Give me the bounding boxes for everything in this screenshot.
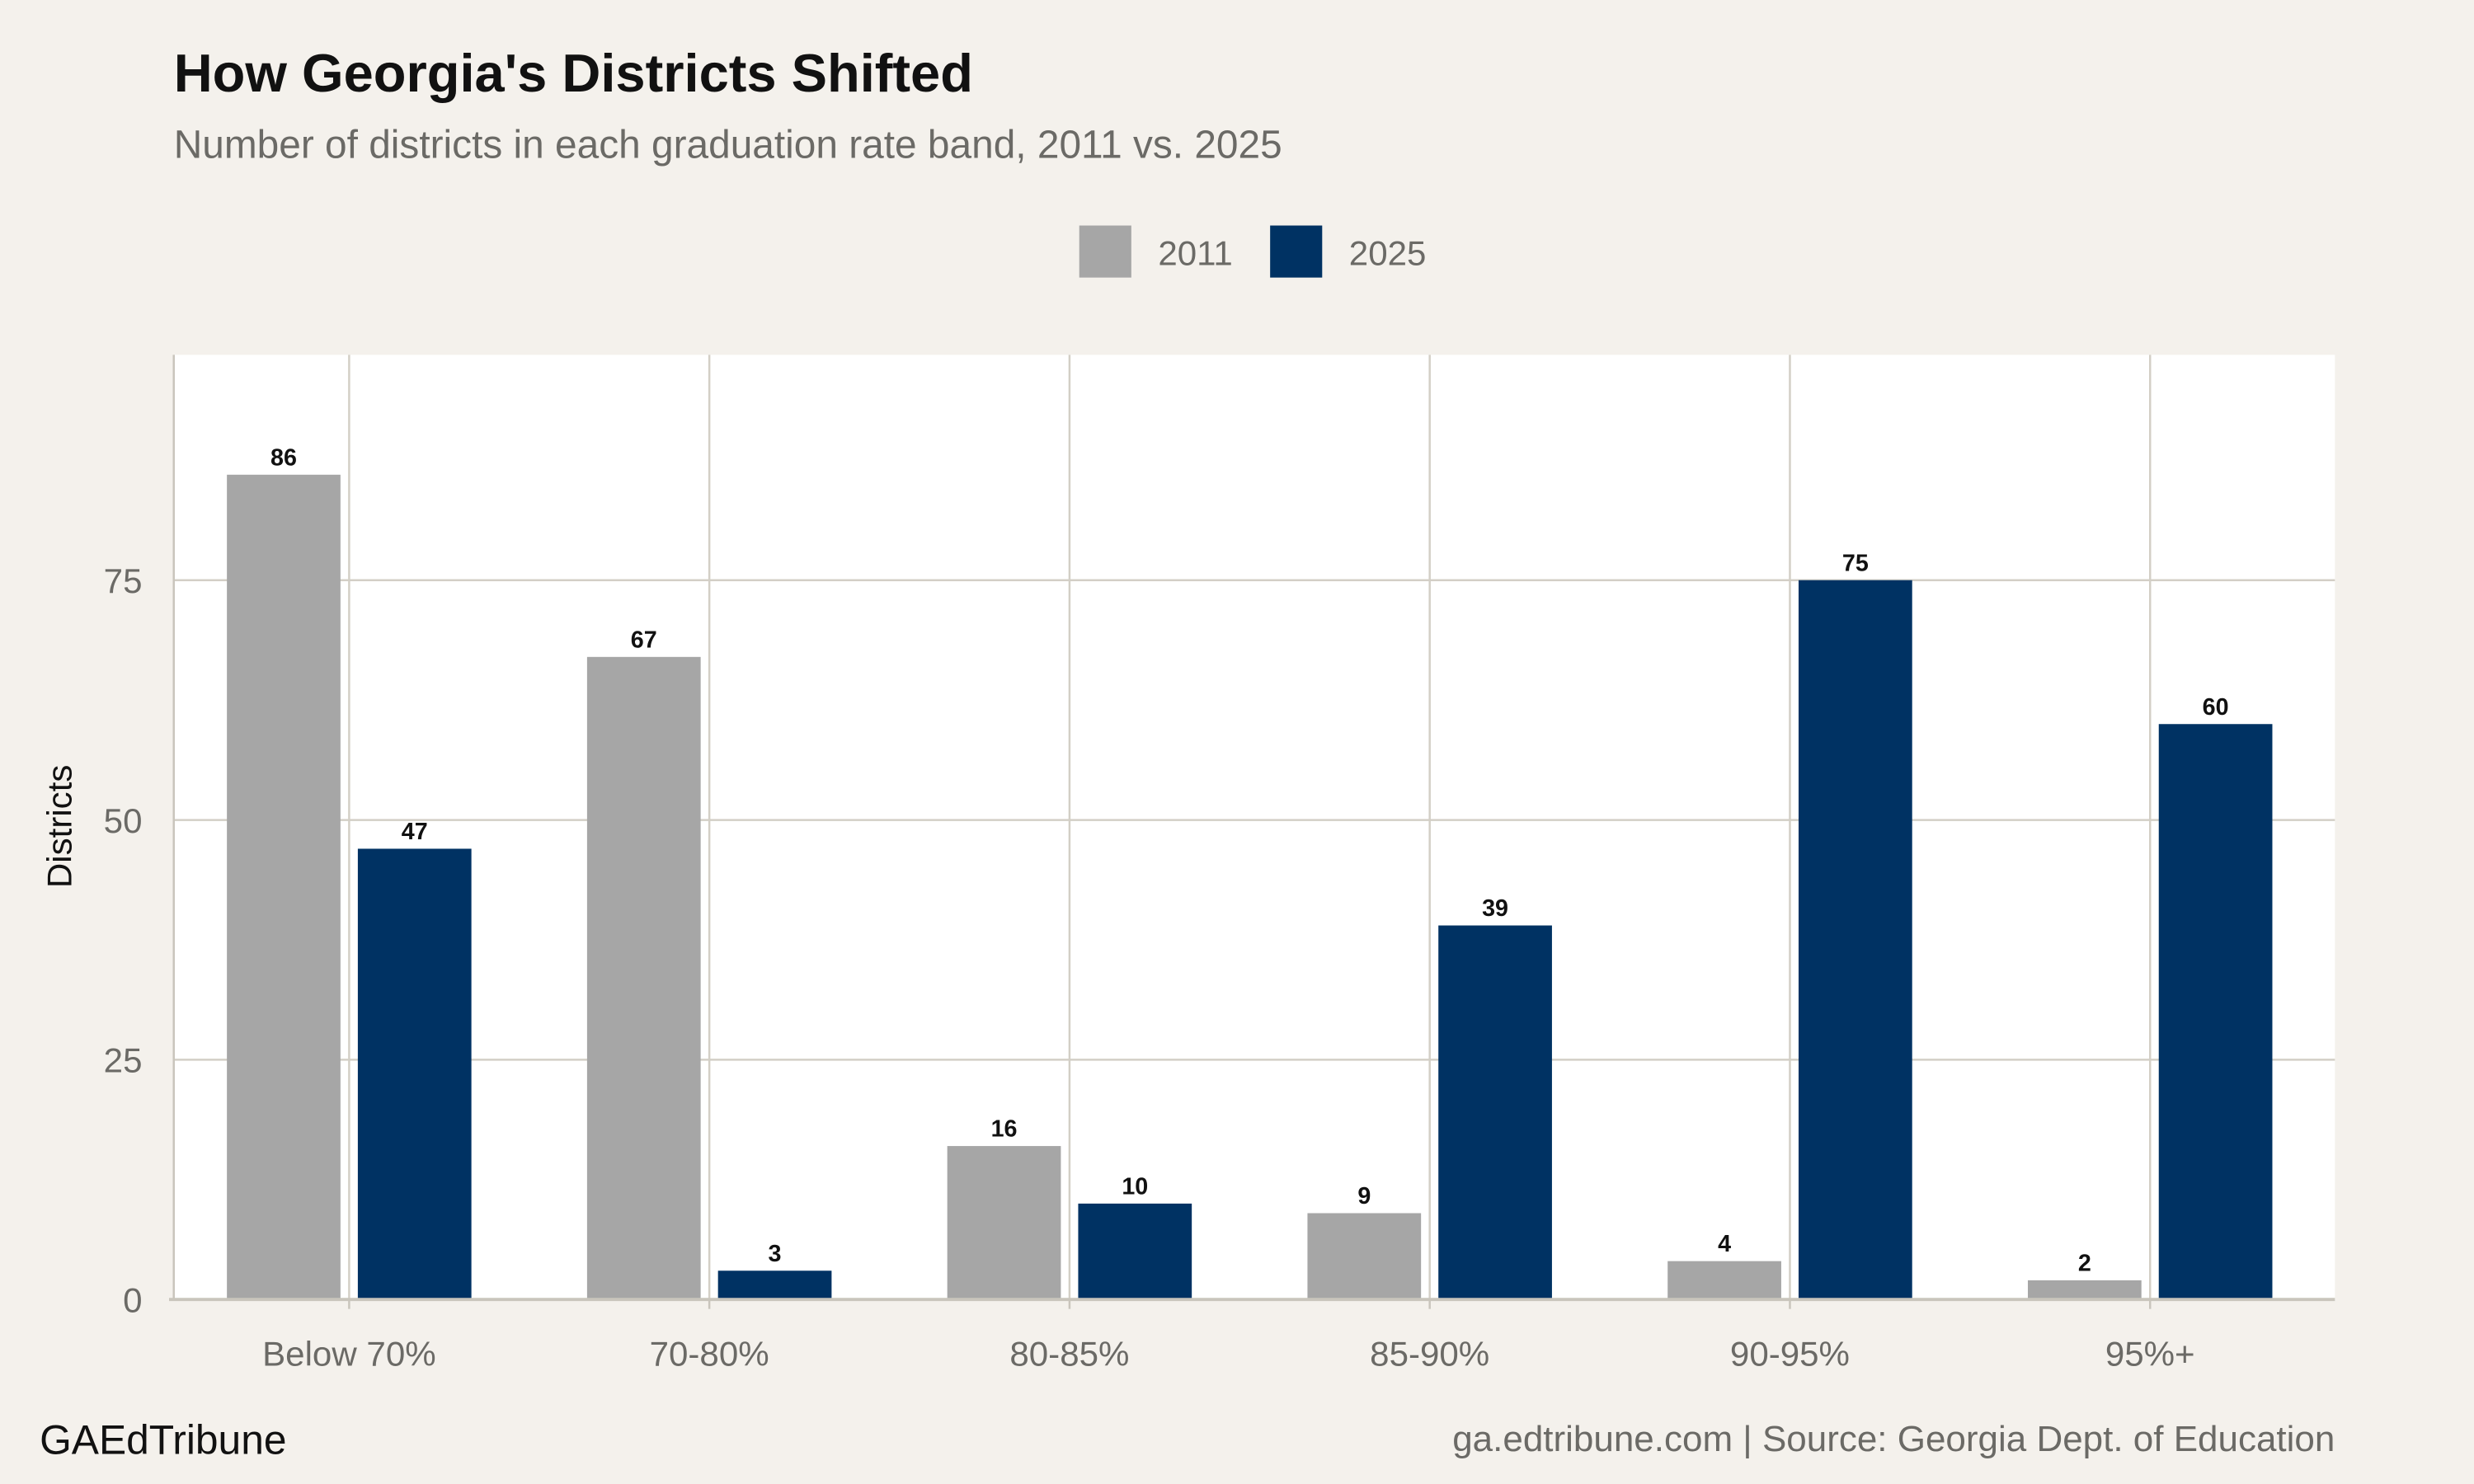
legend-label: 2011 — [1158, 233, 1232, 272]
data-label: 47 — [402, 819, 428, 845]
bar-2011-4 — [1667, 1261, 1781, 1300]
legend-label: 2025 — [1349, 233, 1427, 272]
bar-2025-1 — [717, 1270, 832, 1300]
x-tick-label: 90-95% — [1730, 1335, 1850, 1374]
chart-subtitle: Number of districts in each graduation r… — [174, 123, 1282, 167]
bar-2011-0 — [227, 474, 341, 1300]
legend: 2011 2025 — [1079, 225, 1427, 278]
y-tick-label: 75 — [104, 561, 143, 600]
data-label: 86 — [270, 444, 297, 471]
footer-brand: GAEdTribune — [40, 1417, 286, 1463]
y-tick-label: 50 — [104, 801, 143, 840]
data-label: 3 — [769, 1241, 782, 1267]
data-label: 2 — [2078, 1250, 2091, 1276]
x-tick-label: 85-90% — [1370, 1335, 1489, 1374]
x-tick-label: Below 70% — [262, 1335, 436, 1374]
bar-2025-4 — [1798, 580, 1912, 1300]
bar-2011-5 — [2027, 1280, 2142, 1300]
data-label: 75 — [1842, 550, 1869, 576]
bar-2025-0 — [357, 848, 472, 1300]
axes: 0 25 50 75 Below 70% 70-80% 80-85% 85-90% 90-95%… — [104, 355, 2335, 1374]
x-tick-label: 70-80% — [650, 1335, 769, 1374]
y-axis-label: Districts — [40, 765, 78, 889]
data-labels: 86 67 16 9 4 2 47 3 10 39 75 60 — [270, 444, 2229, 1276]
footer-source: ga.edtribune.com | Source: Georgia Dept.… — [1452, 1419, 2335, 1459]
bar-2025-5 — [2158, 724, 2273, 1300]
x-tick-label: 95%+ — [2105, 1335, 2195, 1374]
bar-2025-2 — [1078, 1203, 1192, 1300]
data-label: 60 — [2203, 694, 2229, 721]
data-label: 4 — [1718, 1231, 1731, 1257]
legend-swatch-2011 — [1079, 225, 1131, 278]
legend-swatch-2025 — [1270, 225, 1323, 278]
plot-panel — [173, 355, 2335, 1300]
data-label: 10 — [1122, 1173, 1148, 1200]
bar-2011-1 — [586, 656, 701, 1300]
data-label: 16 — [991, 1116, 1018, 1143]
data-label: 9 — [1357, 1183, 1371, 1209]
x-tick-label: 80-85% — [1009, 1335, 1129, 1374]
bar-2011-3 — [1307, 1213, 1422, 1300]
bars — [227, 474, 2273, 1300]
y-tick-label: 0 — [123, 1280, 142, 1319]
y-tick-label: 25 — [104, 1041, 143, 1080]
data-label: 67 — [631, 627, 657, 653]
data-label: 39 — [1482, 895, 1508, 922]
chart-title: How Georgia's Districts Shifted — [174, 43, 973, 103]
gridlines — [173, 355, 2335, 1300]
bar-2025-3 — [1438, 925, 1552, 1300]
bar-2011-2 — [947, 1146, 1061, 1300]
